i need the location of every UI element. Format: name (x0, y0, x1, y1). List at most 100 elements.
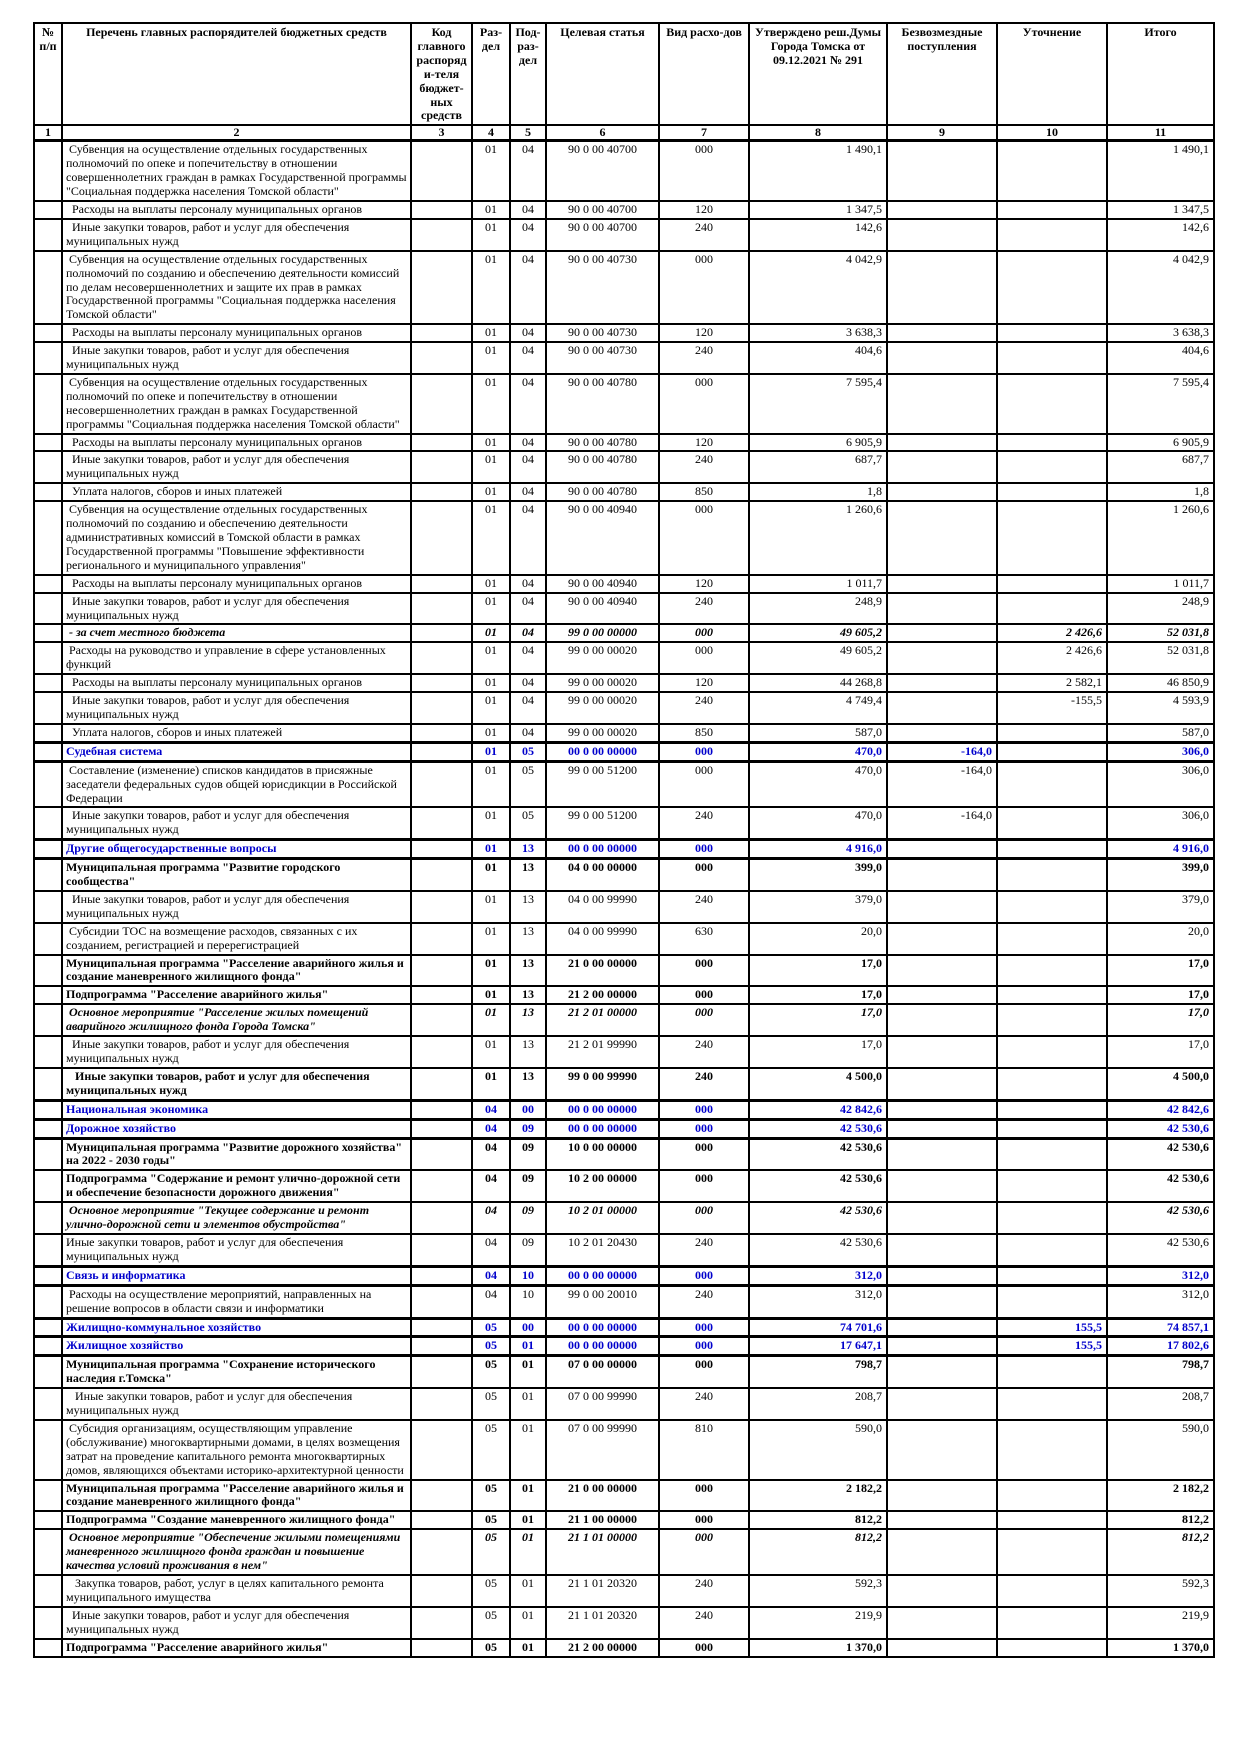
column-number: 8 (748, 124, 888, 143)
cell-target-article: 99 0 00 20010 (545, 1284, 660, 1319)
cell-adjustment (996, 1137, 1108, 1172)
cell-grbs-code (410, 1354, 473, 1390)
cell-total: 687,7 (1106, 450, 1215, 485)
cell-number (33, 921, 63, 956)
cell-expense-type: 000 (658, 249, 750, 326)
cell-expense-type: 000 (658, 1335, 750, 1358)
cell-expense-type: 240 (658, 1574, 750, 1608)
cell-expense-type: 240 (658, 691, 750, 725)
cell-target-article: 90 0 00 40730 (545, 249, 660, 326)
header-podrazdel: Под-раз-дел (509, 21, 547, 127)
cell-grbs-code (410, 1264, 473, 1287)
cell-razdel: 01 (471, 199, 511, 220)
cell-gratuitous (886, 953, 998, 988)
cell-razdel: 05 (471, 1528, 511, 1576)
cell-gratuitous (886, 722, 998, 744)
table-row: Судебная система 01 05 00 0 00 00000 000 470,… (33, 740, 1215, 763)
cell-total: 2 182,2 (1106, 1478, 1215, 1513)
cell-number (33, 1232, 63, 1268)
cell-razdel: 01 (471, 341, 511, 375)
column-number: 2 (61, 124, 412, 143)
table-row: Основное мероприятие "Обеспечение жилыми… (33, 1528, 1215, 1576)
table-row: Иные закупки товаров, работ и услуг для … (33, 217, 1215, 252)
cell-adjustment: 2 426,6 (996, 641, 1108, 676)
cell-approved: 587,0 (748, 722, 888, 744)
cell-adjustment (996, 1510, 1108, 1531)
cell-name: Иные закупки товаров, работ и услуг для … (61, 806, 412, 841)
cell-total: 52 031,8 (1106, 641, 1215, 676)
cell-approved: 17,0 (748, 985, 888, 1006)
column-number: 3 (410, 124, 473, 143)
cell-expense-type: 000 (658, 1098, 750, 1121)
cell-razdel: 01 (471, 760, 511, 809)
cell-target-article: 21 1 00 00000 (545, 1510, 660, 1531)
cell-grbs-code (410, 1316, 473, 1339)
cell-adjustment (996, 217, 1108, 252)
table-row: Другие общегосударственные вопросы 01 13 00… (33, 838, 1215, 861)
table-row: Иные закупки товаров, работ и услуг для … (33, 591, 1215, 626)
cell-podrazdel: 04 (509, 249, 547, 326)
cell-gratuitous (886, 432, 998, 453)
cell-number (33, 1201, 63, 1235)
cell-name: Составление (изменение) списков кандидат… (61, 760, 412, 809)
cell-name: Основное мероприятие "Обеспечение жилыми… (61, 1528, 412, 1576)
cell-total: 17 802,6 (1106, 1335, 1215, 1358)
header-expense-type: Вид расхо-дов (658, 21, 750, 127)
cell-total: 312,0 (1106, 1264, 1215, 1287)
cell-total: 17,0 (1106, 1035, 1215, 1069)
cell-podrazdel: 13 (509, 985, 547, 1006)
cell-expense-type: 240 (658, 889, 750, 924)
cell-adjustment (996, 1387, 1108, 1421)
cell-target-article: 10 2 01 20430 (545, 1232, 660, 1268)
header-grbs-code: Код главного распоряди-теля бюджет-ных с… (410, 21, 473, 127)
cell-total: 42 530,6 (1106, 1169, 1215, 1204)
cell-podrazdel: 13 (509, 1003, 547, 1038)
cell-razdel: 01 (471, 249, 511, 326)
cell-adjustment (996, 1035, 1108, 1069)
cell-expense-type: 000 (658, 1478, 750, 1513)
cell-total: 6 905,9 (1106, 432, 1215, 453)
table-row: Субвенция на осуществление отдельных гос… (33, 139, 1215, 202)
cell-adjustment: 2 582,1 (996, 673, 1108, 694)
cell-expense-type: 810 (658, 1418, 750, 1481)
cell-podrazdel: 04 (509, 623, 547, 644)
cell-number (33, 1354, 63, 1390)
cell-podrazdel: 04 (509, 432, 547, 453)
cell-podrazdel: 01 (509, 1418, 547, 1481)
cell-name: Иные закупки товаров, работ и услуг для … (61, 1232, 412, 1268)
cell-approved: 74 701,6 (748, 1316, 888, 1339)
cell-total: 74 857,1 (1106, 1316, 1215, 1339)
cell-number (33, 889, 63, 924)
cell-razdel: 04 (471, 1137, 511, 1172)
table-row: Муниципальная программа "Расселение авар… (33, 953, 1215, 988)
cell-grbs-code (410, 623, 473, 644)
cell-grbs-code (410, 806, 473, 841)
cell-podrazdel: 09 (509, 1137, 547, 1172)
cell-grbs-code (410, 1003, 473, 1038)
cell-podrazdel: 13 (509, 921, 547, 956)
cell-target-article: 07 0 00 99990 (545, 1418, 660, 1481)
cell-razdel: 05 (471, 1605, 511, 1640)
document-page: № п/п Перечень главных распорядителей бю… (33, 21, 1215, 1658)
cell-adjustment (996, 722, 1108, 744)
cell-adjustment (996, 760, 1108, 809)
header-adjustment: Уточнение (996, 21, 1108, 127)
cell-podrazdel: 13 (509, 1035, 547, 1069)
cell-number (33, 1574, 63, 1608)
cell-expense-type: 000 (658, 985, 750, 1006)
cell-expense-type: 000 (658, 1264, 750, 1287)
cell-grbs-code (410, 691, 473, 725)
cell-number (33, 1117, 63, 1140)
cell-name: Расходы на выплаты персоналу муниципальн… (61, 432, 412, 453)
cell-target-article: 90 0 00 40780 (545, 432, 660, 453)
cell-expense-type: 240 (658, 1035, 750, 1069)
cell-podrazdel: 13 (509, 857, 547, 892)
cell-approved: 312,0 (748, 1284, 888, 1319)
column-number: 10 (996, 124, 1108, 143)
cell-gratuitous (886, 691, 998, 725)
cell-name: Национальная экономика (61, 1098, 412, 1121)
cell-razdel: 05 (471, 1354, 511, 1390)
column-number: 5 (509, 124, 547, 143)
cell-adjustment: -155,5 (996, 691, 1108, 725)
cell-gratuitous (886, 1169, 998, 1204)
